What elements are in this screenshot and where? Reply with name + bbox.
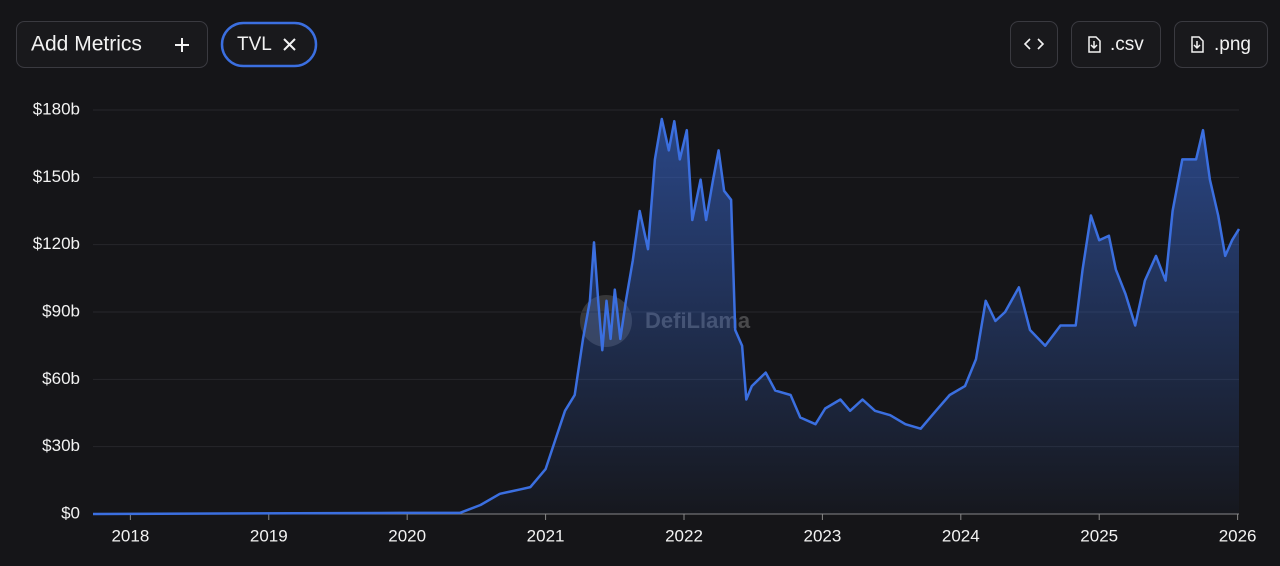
area xyxy=(93,119,1239,514)
x-tick-label: 2025 xyxy=(1080,526,1118,545)
add-metrics-button[interactable]: Add Metrics xyxy=(16,21,208,68)
metric-label: TVL xyxy=(237,34,272,55)
metric-chip[interactable]: TVL xyxy=(220,21,318,68)
code-icon xyxy=(1023,38,1045,50)
y-tick-label: $60b xyxy=(42,369,80,388)
x-tick-label: 2023 xyxy=(803,526,841,545)
y-tick-label: $30b xyxy=(42,436,80,455)
png-label: .png xyxy=(1214,34,1251,55)
x-tick-label: 2019 xyxy=(250,526,288,545)
png-button[interactable]: .png xyxy=(1174,21,1268,68)
plot-area: $0 $30b $60b $90b $120b $150b $180b 2018 2019 202… xyxy=(33,99,1257,545)
x-tick-label: 2024 xyxy=(942,526,980,545)
x-tick-label: 2022 xyxy=(665,526,703,545)
y-tick-label: $180b xyxy=(33,99,80,118)
line xyxy=(92,117,1241,516)
x-tick-label: 2021 xyxy=(527,526,565,545)
y-tick-label: $150b xyxy=(33,167,80,186)
add-metrics-label: Add Metrics xyxy=(31,33,142,56)
embed-button[interactable] xyxy=(1010,21,1058,68)
x-tick-label: 2020 xyxy=(388,526,426,545)
y-tick-label: $90b xyxy=(42,301,80,320)
plus-icon xyxy=(175,38,189,52)
csv-label: .csv xyxy=(1110,34,1144,55)
y-tick-label: $0 xyxy=(61,503,80,522)
download-icon xyxy=(1088,36,1101,53)
x-tick-label: 2026 xyxy=(1219,526,1257,545)
csv-button[interactable]: .csv xyxy=(1071,21,1161,68)
x-tick-label: 2018 xyxy=(111,526,149,545)
y-tick-label: $120b xyxy=(33,234,80,253)
download-icon xyxy=(1191,36,1204,53)
remove-icon xyxy=(283,38,296,51)
